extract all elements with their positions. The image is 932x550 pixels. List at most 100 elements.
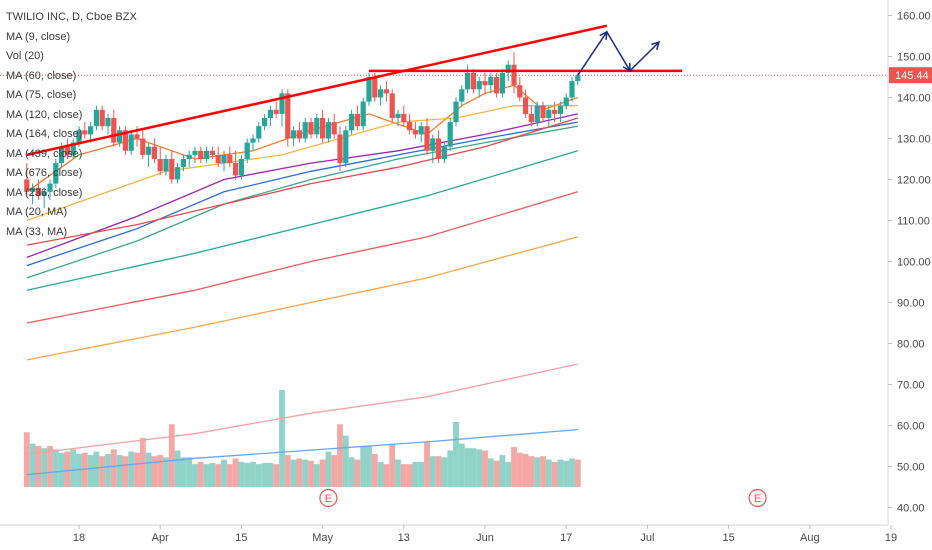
candle-body: [430, 138, 436, 151]
candle-body: [523, 97, 529, 114]
volume-bar: [516, 452, 523, 487]
symbol-title[interactable]: TWILIO INC, D, Cboe BZX: [6, 11, 137, 23]
projection-arrowhead: [622, 62, 631, 73]
candle-body: [204, 150, 210, 159]
volume-bar: [325, 451, 332, 487]
trendline: [26, 24, 608, 157]
indicator-label[interactable]: MA (120, close): [6, 108, 83, 121]
time-axis[interactable]: 18 Apr 15 May 13 Jun 17 Jul 15 Aug 19: [0, 524, 897, 544]
volume-bar: [482, 450, 488, 487]
y-tick-label: 50.00: [897, 462, 925, 474]
volume-bar: [383, 464, 390, 487]
candle-body: [146, 146, 152, 155]
candle-body: [534, 105, 540, 123]
indicator-label[interactable]: MA (33, MA): [6, 225, 68, 238]
candle-body: [372, 77, 378, 98]
trendline-drawings[interactable]: [0, 24, 888, 157]
candle-body: [88, 126, 94, 135]
indicator-label[interactable]: Vol (20): [6, 50, 44, 62]
volume-bar: [139, 437, 146, 487]
candle-body: [424, 126, 430, 151]
x-tick-label: May: [312, 532, 333, 544]
candle-body: [436, 138, 442, 159]
candle-body: [320, 118, 326, 139]
volume-bar: [192, 464, 198, 487]
volume-bar: [348, 457, 355, 487]
candle-body: [412, 130, 418, 135]
volume-bar: [569, 458, 575, 487]
projection-path: [577, 30, 660, 76]
candle-body: [308, 122, 314, 135]
volume-bar: [551, 461, 558, 487]
volume-bar: [400, 464, 407, 487]
indicator-label[interactable]: MA (9, close): [6, 30, 71, 43]
volume-bar: [337, 424, 343, 487]
volume-bar: [511, 447, 517, 487]
volume-bar: [110, 449, 117, 487]
projection-arrowhead: [599, 30, 608, 40]
indicator-label[interactable]: MA (164, close): [6, 128, 83, 140]
volume-bar: [319, 459, 326, 487]
volume-bar: [284, 455, 291, 487]
moving-average-line: [26, 113, 578, 259]
candle-body: [157, 159, 163, 172]
volume-bar: [47, 445, 53, 487]
chart-legend: TWILIO INC, D, Cboe BZX MA (9, close) Vol…: [6, 8, 137, 242]
candle-body: [273, 109, 279, 114]
volume-bar: [464, 448, 471, 487]
indicator-label[interactable]: MA (20, MA): [6, 206, 68, 218]
candle-body: [331, 122, 337, 135]
indicator-label[interactable]: MA (60, close): [6, 69, 77, 82]
volume-bar: [406, 464, 413, 487]
candle-body: [262, 118, 268, 127]
candle-body: [70, 142, 76, 155]
volume-bar: [76, 453, 82, 487]
candle-body: [482, 81, 488, 86]
candle-body: [325, 122, 331, 139]
moving-average-line: [26, 363, 578, 455]
candle-body: [59, 146, 65, 164]
indicator-label[interactable]: MA (676, close): [6, 167, 83, 179]
volume-bar: [250, 461, 256, 487]
volume-bar: [522, 453, 529, 487]
indicator-label[interactable]: MA (75, close): [6, 89, 77, 101]
candle-body: [76, 130, 82, 143]
candle-body: [360, 101, 366, 127]
volume-bar: [99, 456, 106, 487]
candlesticks: [24, 52, 581, 209]
indicator-label[interactable]: MA (439, close): [6, 147, 83, 160]
y-tick-label: 80.00: [897, 339, 925, 351]
indicator-label[interactable]: MA (236, close): [6, 186, 83, 199]
candle-body: [215, 154, 221, 164]
candle-body: [209, 150, 215, 155]
candle-body: [517, 85, 523, 98]
candle-body: [447, 122, 453, 147]
volume-bar: [557, 459, 564, 487]
candle-body: [47, 183, 53, 192]
volume-bar: [366, 445, 372, 487]
y-tick-label: 150.00: [897, 52, 931, 64]
earnings-marker-circle: [748, 488, 767, 508]
volume-bar: [174, 450, 181, 487]
candle-body: [488, 77, 494, 86]
y-tick-label: 40.00: [897, 503, 925, 515]
price-axis[interactable]: 160.00 150.00 140.00 130.00 120.00 110.00 100.…: [887, 0, 932, 525]
candle-body: [569, 81, 575, 98]
volume-bar: [168, 424, 175, 487]
x-tick-label: Jun: [476, 532, 494, 544]
candle-body: [233, 163, 239, 176]
candle-body: [343, 130, 349, 164]
candle-body: [494, 77, 500, 94]
volume-bar: [447, 450, 454, 487]
volume-bar: [574, 459, 581, 487]
volume-bar: [157, 455, 164, 487]
candle-body: [250, 138, 256, 143]
candle-body: [459, 89, 465, 102]
candle-body: [128, 134, 134, 151]
volume-bar: [453, 421, 459, 487]
candle-body: [418, 126, 424, 135]
volume-bar: [267, 463, 274, 487]
volume-bar: [528, 456, 535, 487]
